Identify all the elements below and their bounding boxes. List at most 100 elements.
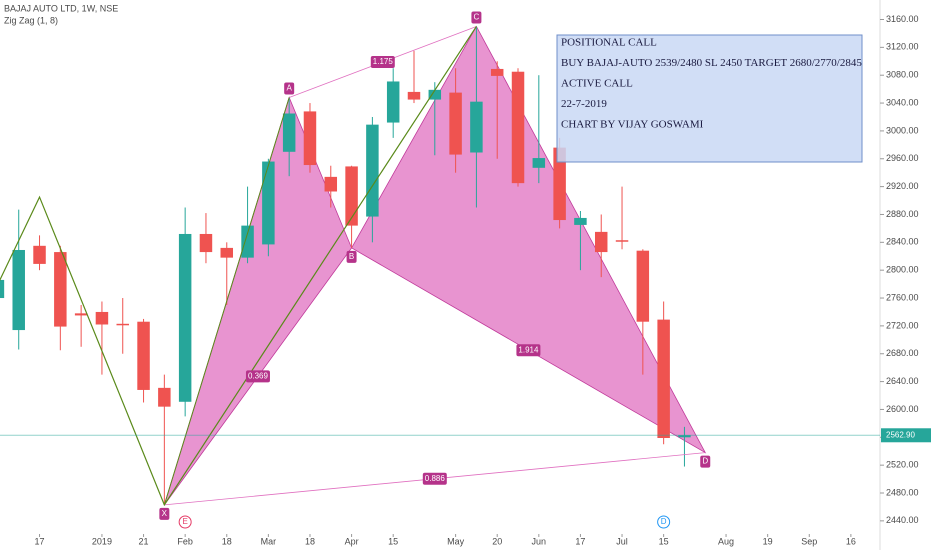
- x-tick-label: May: [447, 536, 465, 546]
- x-tick-label: 17: [575, 536, 585, 546]
- x-tick-label: 19: [763, 536, 773, 546]
- x-tick-label: 17: [35, 536, 45, 546]
- point-label-box: [471, 11, 482, 24]
- annotation-line: 22-7-2019: [561, 98, 607, 110]
- candle-body: [490, 68, 504, 76]
- candle-body: [407, 91, 421, 100]
- chart-title: BAJAJ AUTO LTD, 1W, NSE: [4, 3, 118, 13]
- y-tick-label: 2520.00: [886, 460, 919, 470]
- x-tick-label: 18: [305, 536, 315, 546]
- ratio-box: [245, 370, 270, 383]
- zigzag-line: [0, 26, 477, 507]
- point-label: A: [287, 84, 293, 93]
- y-tick-label: 2480.00: [886, 487, 919, 497]
- candle-body: [158, 387, 171, 407]
- x-tick-label: Jun: [532, 536, 547, 546]
- y-tick-label: 3000.00: [886, 125, 919, 135]
- price-tag: [881, 428, 931, 443]
- annotation-line: ACTIVE CALL: [561, 78, 633, 90]
- y-tick-label: 2640.00: [886, 376, 919, 386]
- candle-body: [366, 124, 379, 217]
- candle-body: [220, 247, 234, 258]
- x-tick-label: Mar: [261, 536, 277, 546]
- candle-body: [54, 252, 67, 327]
- point-label-box: [346, 250, 357, 263]
- y-tick-label: 3040.00: [886, 97, 919, 107]
- candle-body: [0, 279, 5, 299]
- candle-body: [282, 113, 296, 152]
- ratio-label: 0.369: [248, 371, 269, 380]
- ratio-label: 0.886: [425, 474, 446, 483]
- candle-body: [95, 311, 109, 325]
- y-tick-label: 3120.00: [886, 42, 919, 52]
- x-tick-label: 20: [492, 536, 502, 546]
- ratio-label: 1.175: [373, 57, 394, 66]
- candle-body: [636, 250, 650, 322]
- y-tick-label: 2680.00: [886, 348, 919, 358]
- candle-body: [12, 249, 25, 331]
- point-label-box: [700, 455, 711, 468]
- x-tick-label: Apr: [345, 536, 359, 546]
- x-tick-label: Aug: [718, 536, 734, 546]
- x-tick-label: Jul: [616, 536, 628, 546]
- x-tick-label: 21: [139, 536, 149, 546]
- x-tick-label: Sep: [801, 536, 817, 546]
- ratio-box: [370, 55, 395, 68]
- annotation-line: CHART BY VIJAY GOSWAMI: [561, 119, 704, 131]
- candle-body: [303, 111, 317, 166]
- candle-body: [511, 71, 525, 184]
- event-label: E: [182, 517, 187, 526]
- point-label-box: [284, 82, 295, 95]
- event-label: D: [661, 517, 667, 526]
- ratio-box: [422, 472, 447, 485]
- candle-body: [553, 147, 566, 221]
- y-tick-label: 2920.00: [886, 181, 919, 191]
- x-tick-label: 18: [222, 536, 232, 546]
- y-tick-label: 3160.00: [886, 14, 919, 24]
- candle-body: [470, 101, 483, 153]
- ratio-label: 1.914: [518, 345, 539, 354]
- candle-body: [241, 225, 254, 258]
- y-tick-label: 2800.00: [886, 265, 919, 275]
- event-marker: [178, 515, 192, 529]
- annotation-box: [556, 34, 863, 163]
- candle-body: [262, 161, 275, 245]
- candle-body: [615, 240, 629, 242]
- candle-body: [449, 92, 462, 155]
- y-tick-label: 2840.00: [886, 237, 919, 247]
- candle-body: [386, 81, 400, 123]
- candle-body: [678, 435, 691, 438]
- candle-body: [594, 231, 608, 253]
- x-tick-label: 15: [388, 536, 398, 546]
- point-label-box: [159, 507, 170, 520]
- candle-body: [345, 166, 358, 226]
- point-label: C: [474, 13, 480, 22]
- annotation-line: BUY BAJAJ-AUTO 2539/2480 SL 2450 TARGET …: [561, 57, 862, 69]
- candle-body: [657, 319, 670, 438]
- point-label: B: [349, 252, 354, 261]
- y-tick-label: 2600.00: [886, 404, 919, 414]
- event-marker: [657, 515, 671, 529]
- point-label: D: [702, 457, 708, 466]
- y-tick-label: 2760.00: [886, 292, 919, 302]
- indicator-label: Zig Zag (1, 8): [4, 15, 58, 25]
- candle-body: [116, 323, 129, 326]
- ratio-box: [516, 344, 541, 357]
- x-tick-label: 15: [659, 536, 669, 546]
- candle-body: [74, 313, 88, 316]
- candle-body: [178, 233, 192, 402]
- annotation-line: POSITIONAL CALL: [561, 37, 657, 49]
- point-label: X: [162, 509, 168, 518]
- y-tick-label: 2440.00: [886, 515, 919, 525]
- candle-body: [324, 176, 338, 192]
- x-tick-label: Feb: [177, 536, 193, 546]
- x-tick-label: 16: [846, 536, 856, 546]
- candle-body: [428, 89, 442, 100]
- candle-body: [137, 321, 150, 390]
- y-tick-label: 2880.00: [886, 209, 919, 219]
- price-tag-label: 2562.90: [886, 430, 915, 439]
- x-tick-label: 2019: [92, 536, 112, 546]
- candle-body: [532, 158, 546, 168]
- candle-body: [574, 217, 587, 225]
